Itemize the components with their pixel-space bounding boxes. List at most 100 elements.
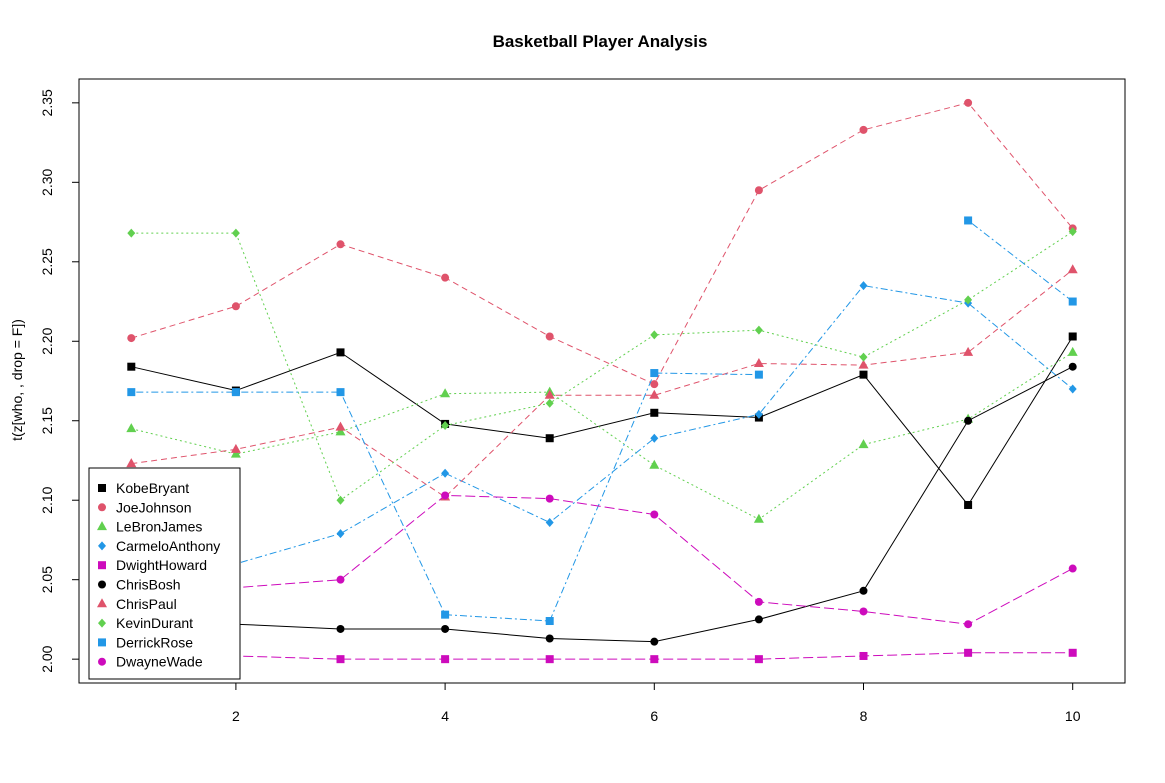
- y-tick-label: 2.35: [39, 89, 55, 116]
- legend-marker: [98, 561, 106, 570]
- data-point: [231, 388, 240, 397]
- series-line: [131, 652, 1073, 660]
- data-point: [1068, 297, 1077, 306]
- data-point: [336, 575, 345, 584]
- series-chris-paul: [126, 264, 1078, 501]
- data-point: [754, 597, 763, 606]
- legend-marker: [98, 618, 106, 628]
- data-point: [649, 389, 660, 399]
- data-point: [126, 423, 137, 433]
- series-line: [131, 336, 1074, 506]
- x-tick-label: 8: [860, 708, 868, 724]
- y-axis: 2.00 2.05 2.10 2.15 2.20 2.25 2.30 2.35: [39, 89, 80, 673]
- series-line: [131, 285, 1074, 571]
- data-point: [336, 624, 345, 633]
- data-point: [231, 228, 240, 238]
- legend-label: ChrisPaul: [116, 596, 177, 612]
- data-point: [441, 610, 450, 619]
- data-point: [964, 648, 973, 657]
- data-point: [859, 352, 868, 362]
- data-point: [754, 655, 763, 664]
- data-point: [545, 332, 554, 341]
- y-tick-label: 2.00: [39, 645, 55, 672]
- data-point: [231, 302, 240, 311]
- series-chris-bosh: [127, 362, 1077, 646]
- data-point: [441, 273, 450, 282]
- data-point: [964, 416, 973, 425]
- series-line: [131, 351, 1073, 520]
- data-point: [335, 421, 346, 431]
- legend-label: CarmeloAnthony: [116, 538, 220, 554]
- data-point: [964, 216, 973, 225]
- data-point: [1068, 384, 1077, 394]
- data-point: [1068, 648, 1077, 657]
- x-tick-label: 4: [441, 708, 449, 724]
- legend-marker: [98, 541, 106, 551]
- legend-label: KevinDurant: [116, 615, 193, 631]
- data-point: [336, 348, 345, 357]
- data-point: [441, 468, 450, 478]
- data-point: [336, 388, 345, 397]
- data-point: [545, 634, 554, 643]
- x-tick-label: 6: [650, 708, 658, 724]
- legend-label: LeBronJames: [116, 519, 202, 535]
- legend-label: DwayneWade: [116, 654, 203, 670]
- data-point: [336, 529, 345, 539]
- data-point: [649, 459, 660, 469]
- data-point: [545, 517, 554, 527]
- data-point: [859, 607, 868, 616]
- data-point: [859, 281, 868, 291]
- data-point: [545, 398, 554, 408]
- data-point: [441, 421, 450, 431]
- legend-label: DerrickRose: [116, 634, 193, 650]
- series-line: [131, 494, 1073, 625]
- legend-box: [88, 467, 241, 680]
- legend: KobeBryant JoeJohnson LeBronJames CarmeloAn…: [88, 467, 241, 680]
- data-point: [544, 389, 555, 399]
- y-tick-label: 2.05: [39, 566, 55, 593]
- series-joe-johnson: [127, 98, 1077, 389]
- data-point: [127, 228, 136, 238]
- data-point: [440, 388, 451, 398]
- legend-marker: [98, 638, 106, 647]
- data-point: [335, 426, 346, 436]
- data-point: [650, 433, 659, 443]
- data-point: [650, 510, 659, 519]
- series-line: [131, 366, 1073, 643]
- x-axis: 2 4 6 8 10: [232, 682, 1081, 724]
- data-point: [650, 330, 659, 340]
- data-point: [963, 346, 974, 356]
- data-point: [545, 617, 554, 626]
- data-point: [230, 443, 241, 453]
- series-dwight-howard: [127, 648, 1077, 664]
- chart-title: Basketball Player Analysis: [493, 32, 708, 51]
- legend-label: KobeBryant: [116, 480, 189, 496]
- data-point: [858, 439, 869, 449]
- legend-label: ChrisBosh: [116, 577, 181, 593]
- series-dwayne-wade: [127, 491, 1077, 629]
- data-point: [1067, 264, 1078, 274]
- data-point: [336, 495, 345, 505]
- data-point: [127, 388, 136, 397]
- legend-marker: [97, 521, 107, 531]
- data-point: [964, 98, 973, 107]
- data-point: [441, 491, 450, 500]
- data-point: [545, 434, 554, 443]
- data-point: [650, 380, 659, 389]
- data-point: [753, 513, 764, 523]
- data-point: [650, 637, 659, 646]
- series-kobe-bryant: [127, 332, 1077, 509]
- legend-marker: [98, 503, 106, 512]
- data-point: [230, 448, 241, 458]
- data-point: [753, 358, 764, 368]
- x-tick-label: 2: [232, 708, 240, 724]
- data-point: [859, 586, 868, 595]
- series-derrick-rose: [127, 216, 1077, 626]
- x-tick-label: 10: [1065, 708, 1081, 724]
- data-point: [1068, 362, 1077, 371]
- data-point: [126, 458, 137, 468]
- data-point: [859, 651, 868, 660]
- data-point: [1068, 332, 1077, 341]
- data-point: [336, 655, 345, 664]
